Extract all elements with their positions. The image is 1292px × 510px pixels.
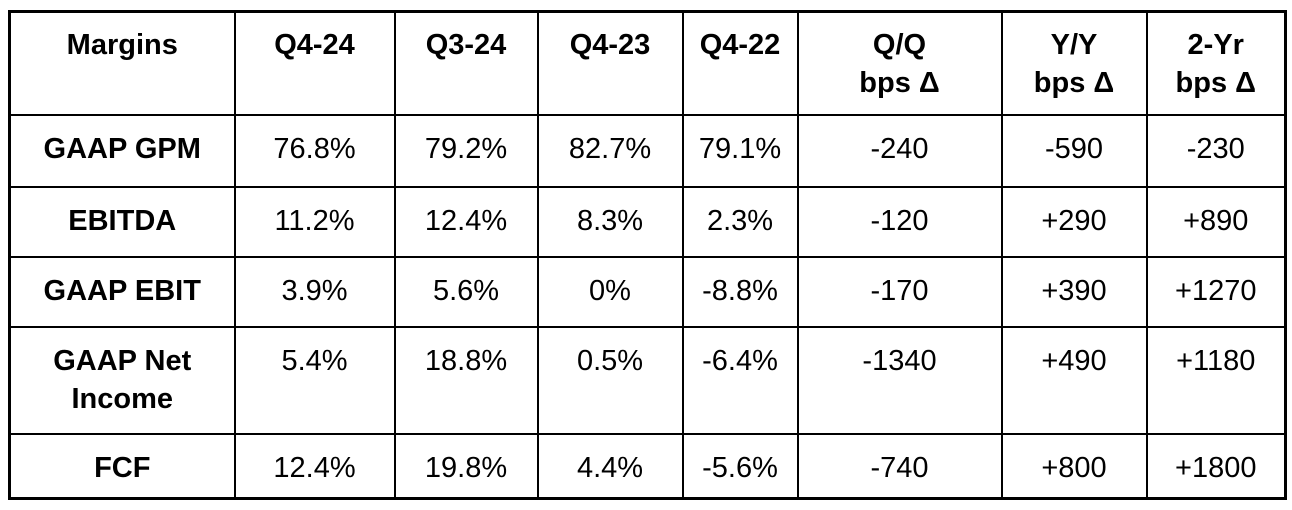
cell-value: +800 [1000, 432, 1148, 500]
cell-value: 0% [536, 255, 684, 328]
table-row-ebitda: EBITDA 11.2% 12.4% 8.3% 2.3% -120 +290 +… [8, 185, 1287, 258]
column-header-yy-bps-delta: Y/Y bps Δ [1000, 10, 1148, 116]
cell-value: +390 [1000, 255, 1148, 328]
cell-value: 4.4% [536, 432, 684, 500]
margins-table: Margins Q4-24 Q3-24 Q4-23 Q4-22 Q/Q bps … [8, 10, 1287, 500]
column-header-q3-24: Q3-24 [393, 10, 539, 116]
column-header-label: Q4-22 [699, 29, 781, 61]
cell-value: 8.3% [536, 185, 684, 258]
cell-value: -170 [796, 255, 1003, 328]
cell-value: +1800 [1145, 432, 1287, 500]
table-row-gaap-net-income: GAAP Net Income 5.4% 18.8% 0.5% -6.4% -1… [8, 325, 1287, 435]
cell-value: -6.4% [681, 325, 799, 435]
cell-value: -8.8% [681, 255, 799, 328]
column-header-label: Y/Y [1050, 29, 1098, 61]
row-label: GAAP Net Income [8, 325, 236, 435]
cell-value: 2.3% [681, 185, 799, 258]
cell-value: 12.4% [233, 432, 396, 500]
cell-value: 12.4% [393, 185, 539, 258]
row-label: GAAP GPM [8, 113, 236, 188]
cell-value: -1340 [796, 325, 1003, 435]
header-row: Margins Q4-24 Q3-24 Q4-23 Q4-22 Q/Q bps … [8, 10, 1287, 116]
cell-value: 19.8% [393, 432, 539, 500]
cell-value: +490 [1000, 325, 1148, 435]
table-row-gaap-gpm: GAAP GPM 76.8% 79.2% 82.7% 79.1% -240 -5… [8, 113, 1287, 188]
column-header-q4-24: Q4-24 [233, 10, 396, 116]
cell-value: 82.7% [536, 113, 684, 188]
cell-value: -230 [1145, 113, 1287, 188]
cell-value: 5.4% [233, 325, 396, 435]
cell-value: +290 [1000, 185, 1148, 258]
column-header-label: 2-Yr [1187, 29, 1244, 61]
column-header-q4-22: Q4-22 [681, 10, 799, 116]
table-row-fcf: FCF 12.4% 19.8% 4.4% -5.6% -740 +800 +18… [8, 432, 1287, 500]
cell-value: 11.2% [233, 185, 396, 258]
column-header-label: Q3-24 [425, 29, 507, 61]
cell-value: -5.6% [681, 432, 799, 500]
column-header-label: Q/Q [872, 29, 927, 61]
column-header-label: Q4-24 [274, 29, 355, 61]
cell-value: +890 [1145, 185, 1287, 258]
column-header-sublabel: bps Δ [1175, 67, 1256, 99]
table-row-gaap-ebit: GAAP EBIT 3.9% 5.6% 0% -8.8% -170 +390 +… [8, 255, 1287, 328]
row-label: FCF [8, 432, 236, 500]
column-header-q4-23: Q4-23 [536, 10, 684, 116]
cell-value: 79.2% [393, 113, 539, 188]
row-label: GAAP EBIT [8, 255, 236, 328]
row-label: EBITDA [8, 185, 236, 258]
column-header-label: Q4-23 [569, 29, 651, 61]
cell-value: 76.8% [233, 113, 396, 188]
cell-value: 79.1% [681, 113, 799, 188]
column-header-sublabel: bps Δ [859, 67, 940, 99]
cell-value: 3.9% [233, 255, 396, 328]
column-header-sublabel: bps Δ [1033, 67, 1115, 99]
cell-value: 0.5% [536, 325, 684, 435]
column-header-label: Margins [66, 29, 178, 61]
column-header-qq-bps-delta: Q/Q bps Δ [796, 10, 1003, 116]
column-header-2yr-bps-delta: 2-Yr bps Δ [1145, 10, 1287, 116]
column-header-margins: Margins [8, 10, 236, 116]
cell-value: -120 [796, 185, 1003, 258]
cell-value: -240 [796, 113, 1003, 188]
cell-value: -590 [1000, 113, 1148, 188]
cell-value: -740 [796, 432, 1003, 500]
cell-value: +1180 [1145, 325, 1287, 435]
cell-value: 5.6% [393, 255, 539, 328]
cell-value: +1270 [1145, 255, 1287, 328]
cell-value: 18.8% [393, 325, 539, 435]
